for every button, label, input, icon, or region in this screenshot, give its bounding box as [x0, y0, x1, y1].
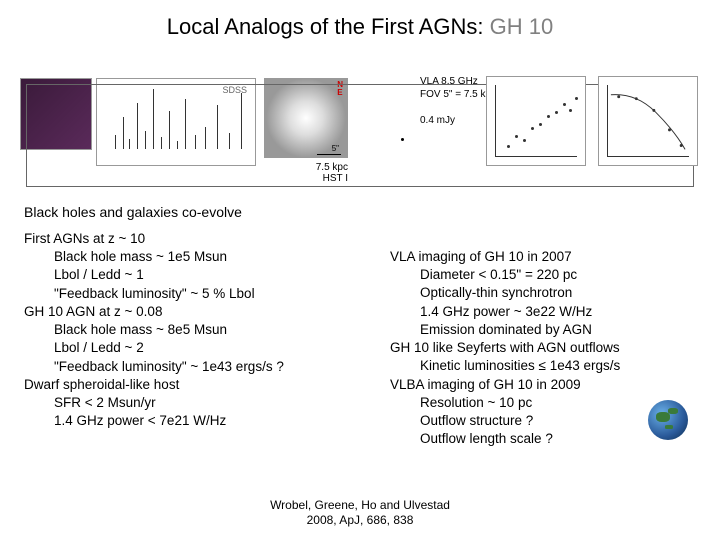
image-row: SDSS N E 5" 7.5 kpc HST I VLA 8.5 GHz FO… — [20, 78, 700, 193]
right-h2: GH 10 like Seyferts with AGN outflows — [390, 339, 620, 357]
vla-labels: VLA 8.5 GHz FOV 5" = 7.5 kpc 0.4 mJy — [420, 76, 496, 128]
vla-map — [20, 78, 108, 166]
left-text-block: First AGNs at z ~ 10 Black hole mass ~ 1… — [24, 230, 284, 430]
right-h3: VLBA imaging of GH 10 in 2009 — [390, 376, 620, 394]
citation: Wrobel, Greene, Ho and Ulvestad 2008, Ap… — [0, 498, 720, 528]
title-accent: GH 10 — [490, 14, 554, 39]
left-h3: Dwarf spheroidal-like host — [24, 376, 284, 394]
vla-source-dot — [401, 138, 404, 141]
right-h1: VLA imaging of GH 10 in 2007 — [390, 248, 620, 266]
scatter-plot — [486, 76, 586, 166]
sed-curve — [607, 85, 689, 157]
slide-title: Local Analogs of the First AGNs: GH 10 — [0, 0, 720, 40]
left-h2: GH 10 AGN at z ~ 0.08 — [24, 303, 284, 321]
title-main: Local Analogs of the First AGNs: — [167, 14, 484, 39]
coevolve-text: Black holes and galaxies co-evolve — [24, 204, 242, 220]
sed-plot — [598, 76, 698, 166]
left-h1: First AGNs at z ~ 10 — [24, 230, 284, 248]
right-text-block: VLA imaging of GH 10 in 2007 Diameter < … — [390, 248, 620, 448]
earth-icon — [648, 400, 688, 440]
